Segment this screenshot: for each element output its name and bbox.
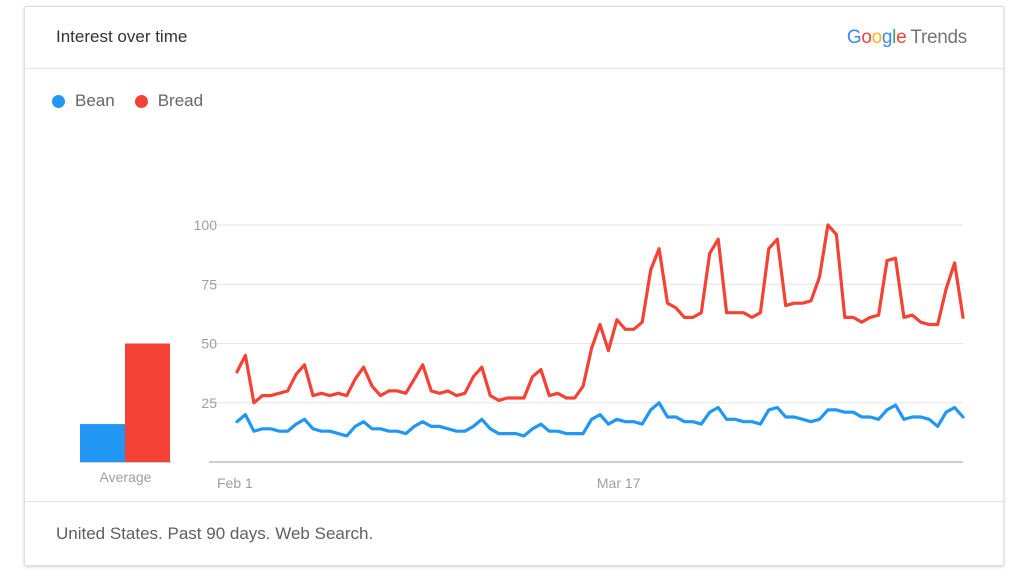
legend-item-bean[interactable]: Bean	[52, 91, 115, 111]
legend-dot-icon	[52, 94, 65, 108]
chart-legend: Bean Bread	[52, 91, 223, 111]
y-tick-label: 75	[201, 276, 217, 292]
legend-item-bread[interactable]: Bread	[134, 91, 204, 111]
logo-letter: o	[861, 27, 872, 48]
average-bar-bean	[80, 424, 125, 462]
series-line-bean	[235, 401, 965, 438]
x-tick-label: Mar 17	[597, 475, 641, 491]
google-trends-logo[interactable]: Google Trends	[847, 27, 967, 49]
logo-letter: g	[881, 27, 893, 48]
series-line-bread	[235, 223, 965, 405]
footer-description: United States. Past 90 days. Web Search.	[56, 524, 374, 543]
legend-label-bean: Bean	[75, 91, 115, 110]
legend-dot-icon	[134, 94, 148, 108]
x-tick-label: Feb 1	[217, 475, 253, 491]
logo-trends-word: Trends	[910, 27, 967, 48]
card-title: Interest over time	[56, 27, 188, 46]
logo-letter: e	[896, 27, 907, 48]
legend-label-bread: Bread	[157, 91, 204, 110]
y-tick-label: 100	[194, 217, 218, 233]
card-header: Interest over time Google Trends	[25, 7, 1003, 69]
average-label: Average	[100, 469, 152, 485]
average-bar-bread	[125, 343, 170, 462]
interest-over-time-card: Interest over time Google Trends Bean Bre…	[24, 6, 1004, 566]
y-tick-label: 50	[201, 336, 217, 352]
logo-letter: l	[892, 27, 897, 48]
card-footer: United States. Past 90 days. Web Search.	[25, 501, 1003, 565]
y-tick-label: 25	[201, 395, 217, 411]
interest-chart: 25 50 75 100 Feb 1 Mar 17 Average	[80, 217, 965, 491]
logo-letter: o	[871, 27, 883, 48]
logo-letter: G	[846, 27, 862, 48]
